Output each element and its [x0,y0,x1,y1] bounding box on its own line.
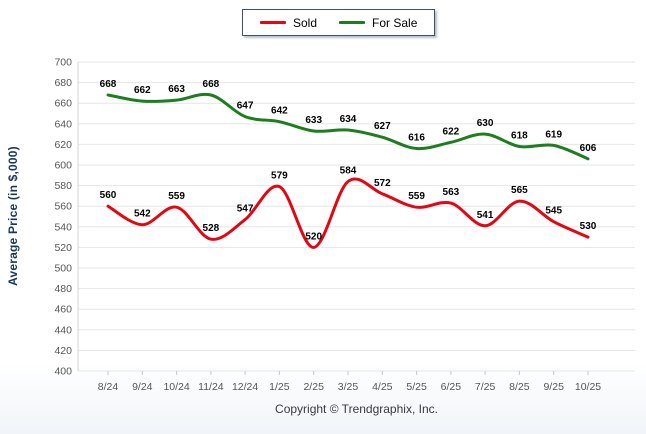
x-tick-label: 6/25 [441,381,462,393]
x-tick-label: 12/24 [232,381,258,393]
sold-line-swatch [260,21,286,24]
for-sale-data-label: 662 [134,85,151,96]
sold-data-label: 584 [340,166,357,177]
x-tick-label: 8/24 [98,381,119,393]
legend-item-for-sale: For Sale [339,16,417,30]
sold-line [106,177,590,249]
y-tick-label: 480 [54,283,72,295]
sold-data-label: 579 [271,171,288,182]
sold-data-label: 541 [477,210,494,221]
sold-data-label: 560 [100,190,117,201]
for-sale-data-label: 619 [545,129,562,140]
x-tick-label: 3/25 [338,381,359,393]
x-tick-label: 10/24 [163,381,189,393]
sold-data-label: 563 [443,187,460,198]
y-tick-label: 580 [54,180,72,192]
y-tick-label: 700 [54,57,72,69]
for-sale-data-label: 647 [237,101,254,112]
y-tick-label: 680 [54,77,72,89]
y-tick-label: 660 [54,98,72,110]
legend-item-sold: Sold [260,16,317,30]
sold-data-label: 559 [168,191,185,202]
x-tick-label: 11/24 [198,381,224,393]
sold-data-label: 545 [545,206,562,217]
legend: Sold For Sale [242,9,436,36]
x-tick-label: 9/25 [543,381,564,393]
for-sale-line-swatch [339,21,366,24]
copyright-text: Copyright © Trendgraphix, Inc. [275,402,438,416]
y-tick-label: 500 [54,263,72,275]
for-sale-data-label: 630 [477,118,494,129]
x-tick-label: 4/25 [372,381,393,393]
x-tick-label: 5/25 [406,381,427,393]
for-sale-data-label: 627 [374,121,391,132]
sold-data-label: 565 [511,185,528,196]
y-tick-label: 460 [54,304,72,316]
for-sale-line [106,92,590,161]
y-tick-label: 420 [54,345,72,357]
for-sale-data-label: 668 [203,79,220,90]
x-tick-label: 2/25 [303,381,324,393]
sold-data-label: 528 [203,223,220,234]
x-tick-label: 8/25 [509,381,530,393]
y-tick-label: 600 [54,160,72,172]
for-sale-data-label: 663 [168,84,185,95]
sold-data-label: 559 [408,191,425,202]
y-tick-label: 620 [54,139,72,151]
for-sale-data-label: 616 [408,133,425,144]
x-tick-label: 10/25 [575,381,601,393]
y-tick-label: 560 [54,201,72,213]
x-tick-label: 7/25 [475,381,496,393]
y-axis-title: Average Price (in $,000) [6,146,20,286]
for-sale-data-label: 633 [305,115,322,126]
y-tick-label: 640 [54,118,72,130]
for-sale-data-label: 622 [443,126,460,137]
y-tick-label: 400 [54,366,72,378]
for-sale-data-label: 668 [100,79,117,90]
y-tick-label: 520 [54,242,72,254]
for-sale-data-label: 634 [340,114,357,125]
for-sale-data-label: 606 [580,143,597,154]
legend-label-for-sale: For Sale [372,15,418,30]
legend-label-sold: Sold [293,15,318,30]
sold-data-label: 547 [237,204,254,215]
x-tick-label: 1/25 [269,381,290,393]
y-tick-label: 440 [54,324,72,336]
for-sale-data-label: 642 [271,106,288,117]
sold-data-label: 520 [305,231,322,242]
for-sale-data-label: 618 [511,131,528,142]
sold-data-label: 530 [580,221,597,232]
sold-data-label: 542 [134,209,151,220]
sold-data-label: 572 [374,178,391,189]
y-tick-label: 540 [54,221,72,233]
x-tick-label: 9/24 [132,381,153,393]
